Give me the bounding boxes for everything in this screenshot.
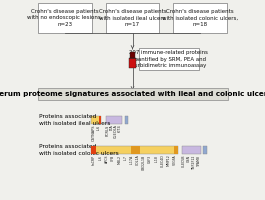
Text: FCRLS: FCRLS — [106, 124, 110, 136]
FancyBboxPatch shape — [106, 3, 160, 33]
Text: OSTNAPS: OSTNAPS — [92, 124, 96, 141]
Text: TPAM8: TPAM8 — [196, 154, 201, 166]
FancyBboxPatch shape — [91, 116, 101, 124]
FancyBboxPatch shape — [38, 88, 228, 100]
FancyBboxPatch shape — [182, 146, 201, 154]
FancyBboxPatch shape — [106, 116, 122, 124]
FancyBboxPatch shape — [173, 3, 227, 33]
Text: 207 immune-related proteins
quantified by SRM, PEA and
turbidimetric immunoassay: 207 immune-related proteins quantified b… — [129, 50, 208, 68]
FancyBboxPatch shape — [129, 58, 136, 68]
FancyBboxPatch shape — [38, 3, 92, 33]
Text: TNF2F12: TNF2F12 — [192, 154, 196, 169]
Text: IL6: IL6 — [97, 124, 101, 130]
Text: CLEC6A: CLEC6A — [114, 124, 118, 138]
Text: IL7: IL7 — [123, 154, 127, 160]
Text: hsCRP: hsCRP — [92, 154, 96, 165]
Text: APCS: APCS — [105, 154, 109, 163]
Text: Proteins associated
with isolated ileal ulcers: Proteins associated with isolated ileal … — [39, 114, 110, 126]
FancyBboxPatch shape — [203, 146, 207, 154]
Text: IL17A: IL17A — [130, 154, 134, 164]
FancyBboxPatch shape — [139, 48, 199, 70]
Text: IL18: IL18 — [154, 154, 158, 162]
Text: COL1A: COL1A — [136, 154, 140, 165]
FancyBboxPatch shape — [99, 116, 101, 124]
Text: MBL2: MBL2 — [117, 154, 121, 164]
FancyBboxPatch shape — [37, 0, 229, 200]
Text: GSN: GSN — [187, 154, 191, 162]
Text: Crohn's disease patients
with isolated ileal ulcers
n=17: Crohn's disease patients with isolated i… — [99, 9, 166, 27]
Text: Proteins associated
with isolated colonic ulcers: Proteins associated with isolated coloni… — [39, 144, 118, 156]
Text: LTA: LTA — [110, 124, 114, 130]
Text: CSF3: CSF3 — [148, 154, 152, 163]
Text: VEGFA: VEGFA — [173, 154, 177, 165]
FancyBboxPatch shape — [174, 146, 178, 154]
FancyBboxPatch shape — [91, 146, 178, 154]
Text: KIT4: KIT4 — [118, 124, 122, 132]
Text: CLEC5B: CLEC5B — [182, 154, 186, 167]
Text: Crohn's disease patients
with isolated colonic ulcers,
n=18: Crohn's disease patients with isolated c… — [162, 9, 238, 27]
Text: Serum proteome signatures associated with ileal and colonic ulcers: Serum proteome signatures associated wit… — [0, 91, 265, 97]
FancyBboxPatch shape — [91, 146, 96, 154]
FancyBboxPatch shape — [130, 52, 135, 58]
Text: CFB: CFB — [111, 154, 115, 161]
Text: CBD2L1B: CBD2L1B — [142, 154, 146, 170]
Text: MMP12: MMP12 — [167, 154, 171, 166]
Text: CLEC4D: CLEC4D — [161, 154, 165, 167]
Text: Crohn's disease patients
with no endoscopic lesions,
n=23: Crohn's disease patients with no endosco… — [27, 9, 103, 27]
FancyBboxPatch shape — [131, 146, 140, 154]
Text: IL6: IL6 — [98, 154, 103, 160]
FancyBboxPatch shape — [125, 116, 128, 124]
